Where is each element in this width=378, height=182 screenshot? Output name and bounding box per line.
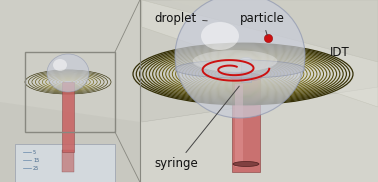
FancyBboxPatch shape — [62, 82, 74, 152]
Text: IDT: IDT — [330, 46, 350, 64]
Text: particle: particle — [240, 12, 285, 35]
Ellipse shape — [175, 60, 305, 78]
Ellipse shape — [175, 0, 305, 118]
Polygon shape — [0, 0, 140, 122]
FancyBboxPatch shape — [0, 0, 140, 182]
Ellipse shape — [233, 161, 259, 167]
FancyBboxPatch shape — [241, 60, 251, 82]
Ellipse shape — [201, 22, 239, 50]
FancyBboxPatch shape — [15, 144, 115, 182]
Text: 5: 5 — [33, 149, 36, 155]
Ellipse shape — [47, 54, 89, 92]
Text: 15: 15 — [33, 157, 39, 163]
Polygon shape — [170, 0, 378, 62]
FancyBboxPatch shape — [140, 0, 378, 182]
FancyBboxPatch shape — [62, 150, 74, 172]
Ellipse shape — [193, 50, 277, 72]
Ellipse shape — [230, 73, 262, 81]
FancyBboxPatch shape — [232, 79, 260, 172]
Polygon shape — [142, 0, 378, 107]
Text: syringe: syringe — [155, 86, 239, 171]
Ellipse shape — [240, 58, 252, 62]
FancyBboxPatch shape — [235, 84, 243, 167]
FancyBboxPatch shape — [0, 0, 140, 182]
Text: droplet: droplet — [155, 12, 207, 25]
Text: 25: 25 — [33, 165, 39, 171]
Ellipse shape — [53, 59, 67, 71]
Polygon shape — [142, 0, 378, 122]
